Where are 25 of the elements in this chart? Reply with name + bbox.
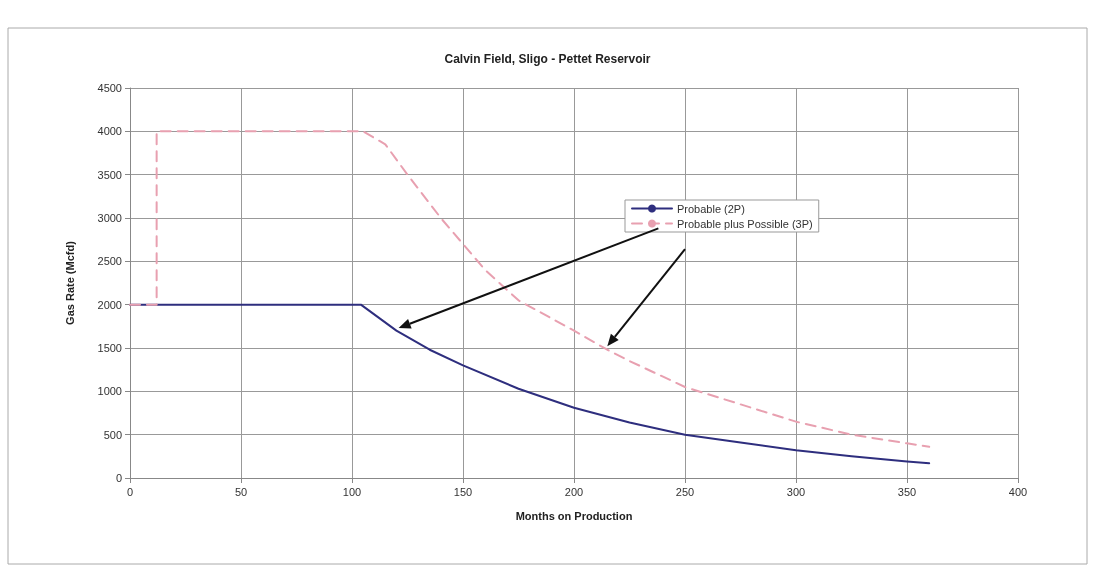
- x-axis-title: Months on Production: [515, 509, 633, 522]
- x-tick-label: 200: [564, 485, 584, 498]
- x-tick-label: 300: [786, 485, 806, 498]
- x-tick-label: 150: [453, 485, 473, 498]
- y-tick-label: 2500: [97, 255, 122, 268]
- y-tick-label: 4500: [97, 82, 122, 94]
- y-tick-label: 3000: [97, 212, 122, 224]
- x-tick-label: 250: [675, 485, 695, 498]
- y-tick-label: 3500: [97, 168, 122, 181]
- chart-title: Calvin Field, Sligo - Pettet Reservoir: [444, 52, 651, 66]
- y-axis-title: Gas Rate (Mcfd): [63, 240, 76, 325]
- legend-label: Probable plus Possible (3P): [677, 217, 813, 230]
- y-tick-label: 2000: [97, 298, 122, 311]
- y-tick-label: 4000: [97, 125, 122, 138]
- x-tick-label: 400: [1008, 485, 1028, 498]
- x-tick-label: 0: [126, 485, 134, 498]
- x-tick-label: 50: [234, 485, 248, 498]
- line-series: [129, 130, 931, 448]
- x-tick-label: 350: [897, 485, 917, 498]
- y-tick-label: 500: [103, 428, 122, 441]
- legend-label: Probable (2P): [677, 202, 745, 215]
- y-tick-label: 0: [115, 472, 122, 484]
- y-tick-label: 1000: [97, 385, 122, 398]
- x-tick-label: 100: [342, 485, 362, 498]
- y-tick-label: 1500: [97, 342, 122, 354]
